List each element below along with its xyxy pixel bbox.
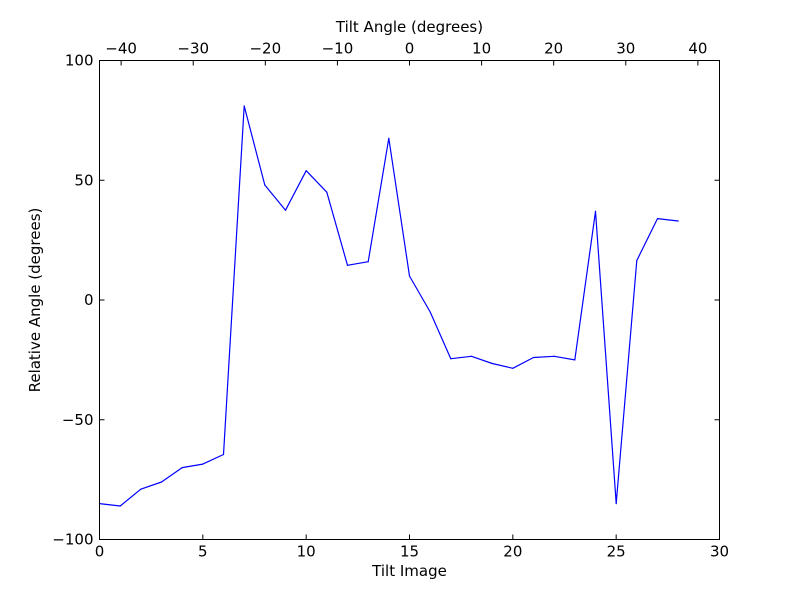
data-point [243, 105, 245, 107]
data-point [615, 502, 617, 505]
x-axis-title: Tilt Image [371, 562, 447, 580]
data-point [636, 259, 638, 262]
top-tick-label: 40 [688, 40, 707, 58]
data-point [326, 191, 328, 193]
x-tick-label: 10 [297, 543, 316, 561]
data-point [470, 355, 473, 357]
data-point [532, 356, 535, 359]
plot-background [99, 60, 720, 540]
data-point [450, 358, 452, 360]
top-tick-label: 20 [544, 40, 563, 58]
series-layer [98, 105, 679, 507]
top-tick-label: −30 [177, 40, 209, 58]
data-point [305, 170, 307, 172]
data-point [284, 209, 287, 211]
top-tick-label: 10 [472, 40, 491, 58]
data-point [346, 264, 349, 266]
top-tick-label: −20 [249, 40, 281, 58]
data-point [264, 184, 266, 186]
y-axis-title: Relative Angle (degrees) [26, 208, 44, 393]
data-point [202, 463, 204, 465]
top-tick-label: −40 [105, 40, 137, 58]
x-tick-label: 25 [607, 543, 626, 561]
top-tick-label: −10 [322, 40, 354, 58]
data-point [181, 467, 183, 469]
x-tick-label: 5 [198, 543, 208, 561]
data-point [388, 137, 390, 139]
data-point [119, 505, 121, 507]
data-point [429, 311, 431, 313]
data-point [140, 488, 142, 490]
data-point [677, 220, 679, 222]
data-point [408, 275, 411, 277]
y-tick-label: −100 [52, 531, 93, 549]
x-tick-label: 30 [710, 543, 729, 561]
data-point [574, 359, 576, 361]
data-point [222, 453, 225, 456]
y-tick-label: 100 [65, 52, 94, 70]
data-point [491, 362, 493, 365]
data-point [656, 217, 659, 220]
data-point [553, 355, 555, 357]
data-point [512, 367, 514, 369]
data-point [594, 210, 597, 212]
top-tick-label: 30 [616, 40, 635, 58]
x-tick-label: 0 [95, 543, 105, 561]
top-axis-title: Tilt Angle (degrees) [335, 18, 483, 36]
top-tick-label: 0 [405, 40, 415, 58]
data-point [367, 261, 369, 263]
data-point [160, 481, 163, 483]
x-tick-label: 15 [400, 543, 419, 561]
x-tick-label: 20 [503, 543, 522, 561]
y-tick-label: 50 [74, 171, 93, 189]
y-tick-label: 0 [84, 291, 94, 309]
y-tick-label: −50 [62, 411, 94, 429]
